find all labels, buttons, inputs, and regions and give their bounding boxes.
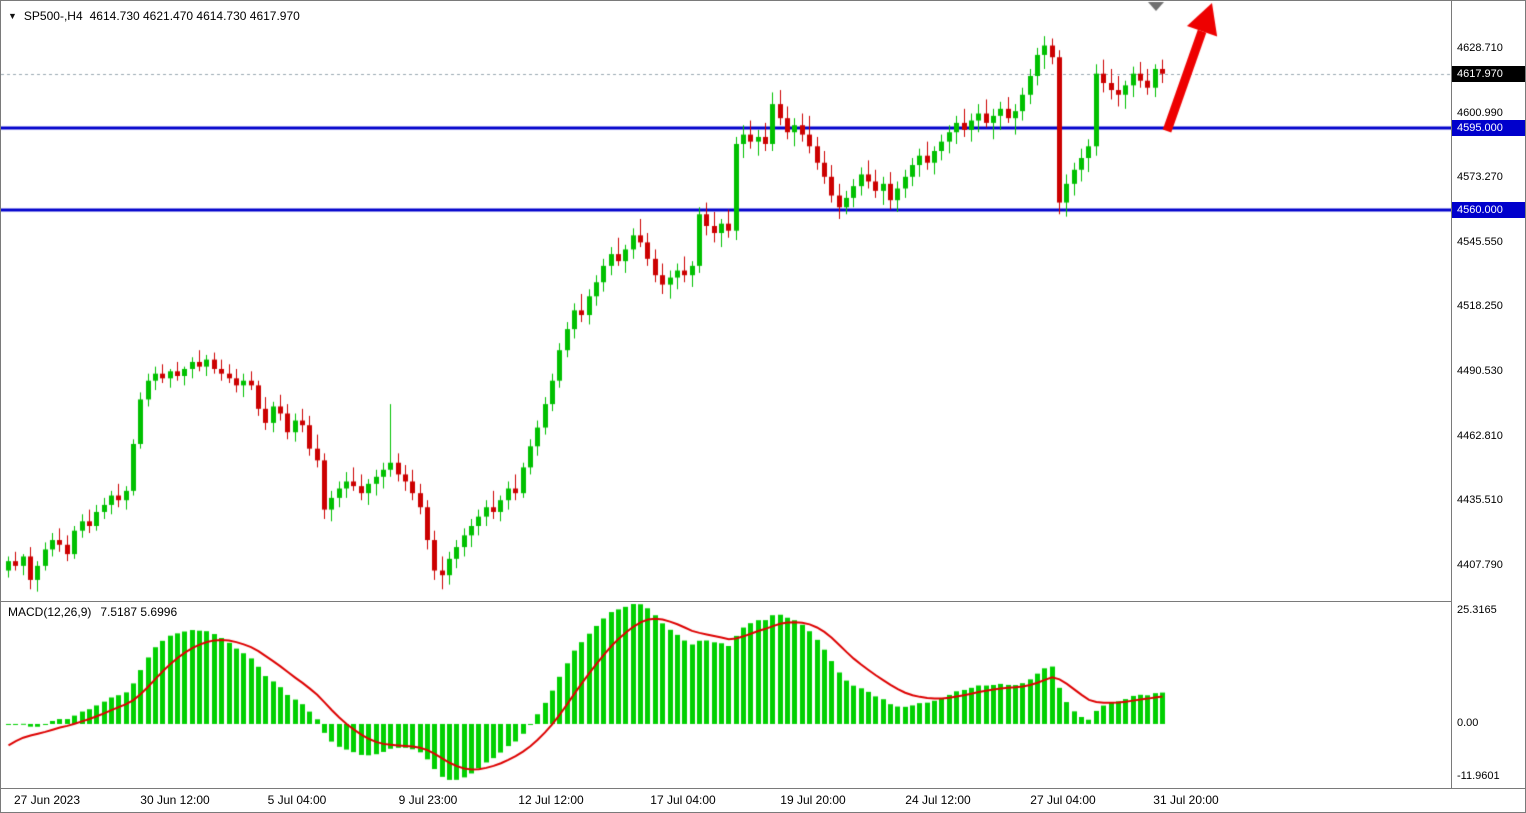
- price-axis-label: 4545.550: [1457, 236, 1503, 249]
- macd-axis-label: 25.3165: [1457, 604, 1497, 617]
- ohlc-values: 4614.730 4621.470 4614.730 4617.970: [89, 9, 300, 23]
- level-price-box: 4595.000: [1452, 119, 1525, 136]
- level-price-box: 4560.000: [1452, 201, 1525, 218]
- macd-header: MACD(12,26,9) 7.5187 5.6996: [8, 605, 177, 619]
- price-axis[interactable]: 4628.710 4600.990 4573.270 4545.550 4518.250…: [1452, 1, 1525, 788]
- time-axis-label: 27 Jun 2023: [13, 793, 81, 807]
- chart-header: ▼ SP500-,H4 4614.730 4621.470 4614.730 4…: [8, 9, 300, 23]
- price-axis-label: 4462.810: [1457, 430, 1503, 443]
- time-axis-label: 19 Jul 20:00: [780, 793, 846, 807]
- time-axis-label: 5 Jul 04:00: [267, 793, 327, 807]
- price-axis-label: 4407.790: [1457, 559, 1503, 572]
- time-axis-label: 30 Jun 12:00: [140, 793, 210, 807]
- time-axis[interactable]: 27 Jun 2023 30 Jun 12:00 5 Jul 04:00 9 Jul …: [1, 789, 1525, 812]
- macd-current-values: 7.5187 5.6996: [100, 605, 178, 619]
- pane-separator[interactable]: [1, 601, 1525, 602]
- macd-axis-label: -11.9601: [1457, 770, 1500, 783]
- time-axis-label: 27 Jul 04:00: [1030, 793, 1096, 807]
- time-axis-separator: [1, 788, 1525, 789]
- price-axis-separator: [1451, 1, 1452, 788]
- time-axis-label: 24 Jul 12:00: [905, 793, 971, 807]
- time-axis-label: 12 Jul 12:00: [518, 793, 584, 807]
- macd-indicator-label: MACD(12,26,9): [8, 605, 92, 619]
- price-axis-label: 4518.250: [1457, 300, 1503, 313]
- price-axis-label: 4435.510: [1457, 494, 1503, 507]
- macd-axis-label: 0.00: [1457, 716, 1479, 729]
- price-axis-label: 4573.270: [1457, 171, 1503, 184]
- collapse-triangle-icon[interactable]: ▼: [8, 11, 17, 21]
- current-price-box: 4617.970: [1452, 65, 1525, 82]
- time-axis-label: 31 Jul 20:00: [1153, 793, 1219, 807]
- symbol-timeframe-label: SP500-,H4: [23, 9, 83, 23]
- time-axis-label: 9 Jul 23:00: [398, 793, 458, 807]
- price-axis-label: 4600.990: [1457, 106, 1503, 119]
- price-axis-label: 4490.530: [1457, 365, 1503, 378]
- time-axis-label: 17 Jul 04:00: [650, 793, 716, 807]
- price-axis-label: 4628.710: [1457, 41, 1503, 54]
